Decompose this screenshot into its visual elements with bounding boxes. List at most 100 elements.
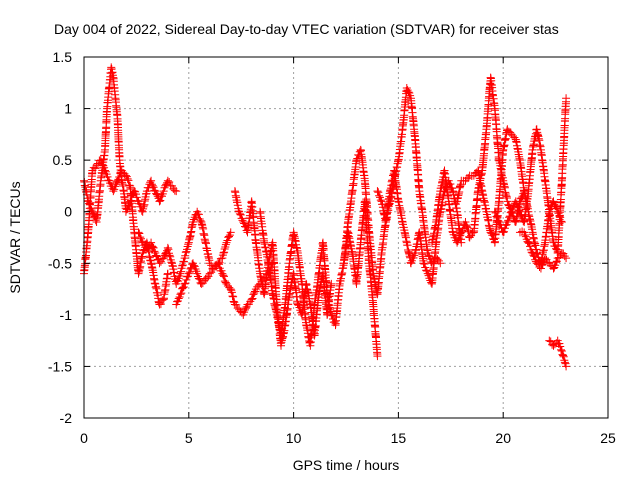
data-point <box>507 207 516 216</box>
data-point <box>549 264 558 273</box>
y-tick-label: 0 <box>64 204 72 220</box>
data-trail <box>298 280 310 327</box>
data-trail <box>202 239 214 265</box>
data-trail <box>310 270 323 307</box>
x-tick-label: 15 <box>391 430 407 446</box>
data-trail <box>537 148 549 184</box>
plot-frame <box>83 56 609 419</box>
data-trail <box>352 240 365 286</box>
data-point <box>562 254 571 263</box>
data-trail <box>101 107 111 151</box>
series-track-12 <box>515 227 571 273</box>
data-point <box>142 187 151 196</box>
data-trail <box>264 260 277 298</box>
y-axis: -2 -1.5 -1 -0.5 0 0.5 1 1.5 <box>48 49 608 426</box>
y-tick-label: 0.5 <box>53 152 73 168</box>
data-trail <box>94 156 104 168</box>
data-trail <box>218 240 230 260</box>
data-trail <box>173 293 184 306</box>
data-trail <box>173 272 184 286</box>
data-trail <box>554 339 565 354</box>
data-point <box>562 94 571 103</box>
data-trail <box>203 272 213 283</box>
data-point <box>536 264 545 273</box>
data-point <box>453 238 462 247</box>
data-trail <box>169 184 179 195</box>
data-trail <box>185 220 197 244</box>
data-trail <box>227 286 239 307</box>
data-point <box>436 259 445 268</box>
data-trail <box>319 241 331 297</box>
data-trail <box>512 200 524 215</box>
data-trail <box>486 74 499 110</box>
data-trail <box>545 210 558 245</box>
data-trail <box>207 265 217 277</box>
data-trail <box>156 189 167 205</box>
data-trail <box>103 84 113 111</box>
data-trail <box>328 311 339 327</box>
data-trail <box>223 282 234 292</box>
data-trail <box>419 221 432 255</box>
data-trail <box>160 178 171 192</box>
data-trail <box>394 126 407 164</box>
data-point <box>528 248 537 257</box>
data-trail <box>403 241 415 267</box>
data-point <box>373 352 382 361</box>
data-point <box>524 238 533 247</box>
data-trail <box>256 209 268 245</box>
data-trail <box>550 257 561 272</box>
data-trail <box>135 229 146 246</box>
data-trail <box>512 137 524 163</box>
data-point <box>419 259 428 268</box>
data-trail <box>415 230 428 265</box>
data-point <box>457 228 466 237</box>
y-tick-label: -1 <box>60 307 73 323</box>
data-point <box>147 238 156 247</box>
x-axis-label: GPS time / hours <box>293 457 400 473</box>
data-point <box>226 285 235 294</box>
x-tick-label: 0 <box>80 430 88 446</box>
data-point <box>373 187 382 196</box>
data-point <box>205 259 214 268</box>
data-trail <box>411 136 424 192</box>
data-point <box>226 228 235 237</box>
data-trail <box>113 117 124 161</box>
data-trail <box>131 187 142 205</box>
data-point <box>113 176 122 185</box>
data-trail <box>181 272 192 288</box>
data-trail <box>147 180 159 195</box>
data-trail <box>462 173 473 183</box>
data-point <box>545 336 554 345</box>
data-trail <box>197 220 210 245</box>
data-trail <box>122 200 134 214</box>
data-trail <box>236 307 246 317</box>
data-point <box>159 187 168 196</box>
data-trail <box>520 189 533 225</box>
data-point <box>503 197 512 206</box>
data-trail <box>478 190 490 213</box>
data-point <box>490 207 499 216</box>
data-trail <box>194 210 205 225</box>
data-trail <box>361 179 373 236</box>
data-point <box>147 176 156 185</box>
data-trail <box>491 106 503 163</box>
data-trail <box>453 229 465 245</box>
data-trail <box>478 128 491 172</box>
data-trail <box>500 220 511 236</box>
data-point <box>541 254 550 263</box>
data-trail <box>558 97 570 183</box>
data-point <box>172 187 181 196</box>
data-point <box>549 197 558 206</box>
series-track-6 <box>256 197 382 361</box>
data-trail <box>147 260 159 288</box>
data-trail <box>119 169 129 178</box>
data-trail <box>219 271 230 287</box>
series-track-13 <box>545 336 571 371</box>
data-trail <box>156 296 167 309</box>
data-trail <box>289 271 302 308</box>
data-point <box>222 238 231 247</box>
data-trail <box>110 177 121 194</box>
data-point <box>92 161 101 170</box>
data-point <box>155 197 164 206</box>
